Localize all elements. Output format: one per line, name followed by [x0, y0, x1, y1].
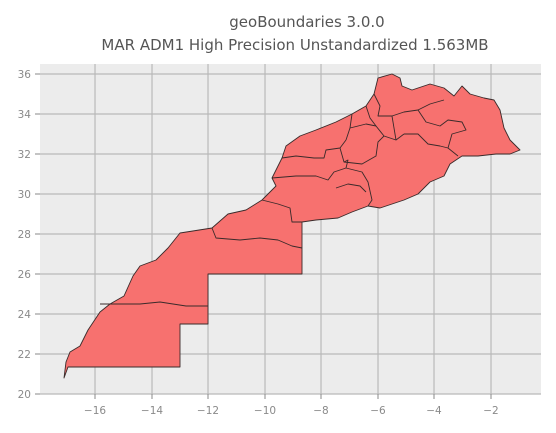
y-tick-label: 30	[18, 189, 31, 201]
region-border	[365, 105, 377, 127]
region-border	[343, 159, 349, 169]
y-tick-label: 34	[18, 109, 32, 121]
x-tick-label: −6	[370, 405, 386, 417]
x-tick-label: −10	[254, 405, 276, 417]
x-axis: −16 −14 −12 −10 −8 −6 −4 −2	[84, 394, 499, 417]
region-border	[339, 135, 385, 165]
y-tick-label: 32	[18, 149, 31, 161]
y-tick-label: 24	[18, 309, 32, 321]
y-tick-label: 36	[18, 69, 32, 81]
region-border	[271, 167, 373, 207]
region-border	[335, 183, 367, 193]
y-tick-label: 26	[18, 269, 32, 281]
region-border	[211, 227, 303, 249]
x-tick-label: −2	[483, 405, 498, 417]
region-border	[404, 133, 459, 157]
region-border	[417, 109, 467, 149]
region-border	[391, 115, 397, 141]
y-tick-label: 22	[18, 349, 31, 361]
region-border	[100, 301, 208, 307]
x-tick-label: −12	[197, 405, 219, 417]
region-border	[373, 93, 445, 117]
y-tick-label: 28	[18, 229, 31, 241]
country-outline	[63, 73, 521, 379]
x-tick-label: −14	[141, 405, 163, 417]
y-tick-label: 20	[18, 389, 31, 401]
region-border	[261, 199, 302, 223]
x-tick-label: −16	[84, 405, 106, 417]
morocco-map	[63, 73, 521, 379]
map-title-line-2: MAR ADM1 High Precision Unstandardized 1…	[101, 36, 488, 54]
map-title-line-1: geoBoundaries 3.0.0	[229, 13, 384, 31]
region-border	[349, 123, 405, 141]
y-axis: 20 22 24 26 28 30 32 34 36	[18, 69, 40, 401]
x-tick-label: −8	[313, 405, 328, 417]
x-tick-label: −4	[426, 405, 442, 417]
